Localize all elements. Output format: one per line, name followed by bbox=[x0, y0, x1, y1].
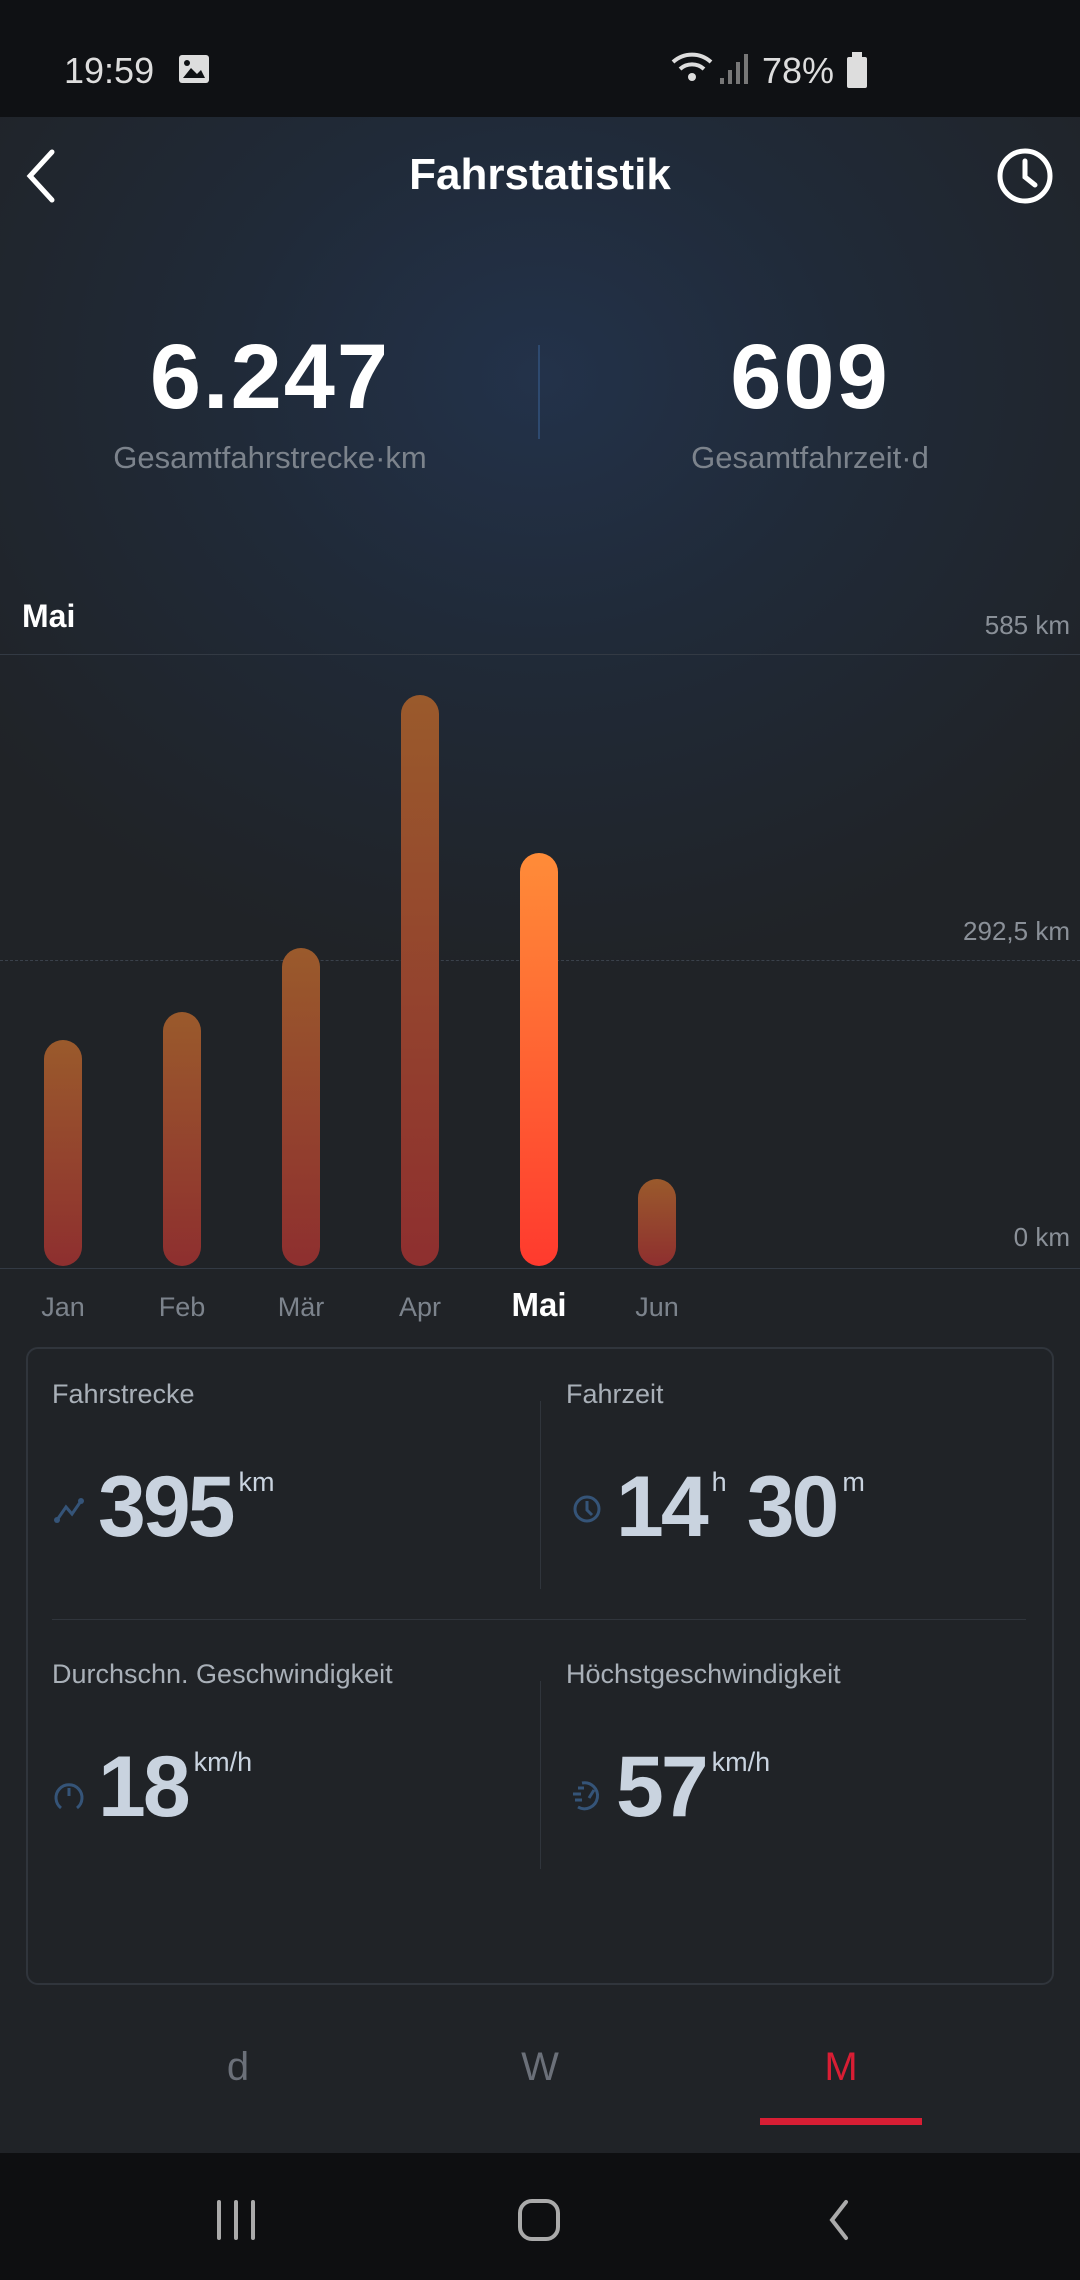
distance-label: Fahrstrecke bbox=[52, 1379, 195, 1409]
x-label-jan[interactable]: Jan bbox=[41, 1292, 85, 1322]
max-speed-value: 57 bbox=[616, 1739, 709, 1835]
max-speed-label: Höchstgeschwindigkeit bbox=[566, 1659, 841, 1689]
chart-title: Mai bbox=[22, 598, 76, 634]
x-label-jun[interactable]: Jun bbox=[635, 1292, 679, 1322]
fast-speedometer-icon bbox=[573, 1781, 600, 1811]
total-distance-value: 6.247 bbox=[149, 326, 391, 428]
system-nav-bar bbox=[0, 2153, 1080, 2280]
history-clock-button[interactable] bbox=[995, 146, 1055, 206]
signal-icon bbox=[720, 54, 748, 84]
bar-jun[interactable] bbox=[638, 1179, 676, 1266]
time-minutes-unit: m bbox=[842, 1467, 865, 1497]
avg-speed-row: 18 km/h bbox=[98, 1739, 266, 1835]
total-time-value: 609 bbox=[730, 326, 890, 428]
bar-feb[interactable] bbox=[163, 1011, 201, 1266]
trend-line-icon bbox=[54, 1498, 84, 1523]
recent-apps-button[interactable] bbox=[214, 2198, 258, 2242]
system-back-button[interactable] bbox=[824, 2198, 854, 2242]
y-tick-zero: 0 km bbox=[1013, 1222, 1070, 1252]
x-label-feb[interactable]: Feb bbox=[158, 1292, 206, 1322]
avg-speed-label: Durchschn. Geschwindigkeit bbox=[52, 1659, 393, 1689]
avg-speed-unit: km/h bbox=[193, 1747, 253, 1777]
bar-mai[interactable] bbox=[520, 852, 558, 1266]
distance-unit: km bbox=[238, 1467, 275, 1497]
total-time-label: Gesamtfahrzeit·d bbox=[691, 440, 929, 475]
distance-row: 395 km bbox=[98, 1459, 289, 1555]
x-label-mär[interactable]: Mär bbox=[277, 1292, 325, 1322]
time-hours: 14 bbox=[616, 1459, 709, 1555]
total-distance-label: Gesamtfahrstrecke·km bbox=[113, 440, 427, 475]
totals-divider bbox=[538, 345, 540, 439]
max-speed-unit: km/h bbox=[711, 1747, 771, 1777]
bar-jan[interactable] bbox=[44, 1040, 82, 1266]
status-bar: 19:59 78% bbox=[0, 0, 1080, 117]
y-tick-mid: 292,5 km bbox=[963, 916, 1070, 946]
home-button[interactable] bbox=[516, 2197, 562, 2243]
tab-week[interactable]: W bbox=[521, 2045, 559, 2089]
stats-card: Fahrstrecke 395 km Fahrzeit 14 h 30 m Du… bbox=[26, 1347, 1054, 1985]
time-minutes: 30 bbox=[746, 1459, 840, 1555]
x-label-mai[interactable]: Mai bbox=[511, 1286, 567, 1323]
tab-month-indicator bbox=[760, 2118, 922, 2125]
grid-line-max bbox=[0, 654, 1080, 655]
tab-month[interactable]: M bbox=[824, 2045, 858, 2089]
clock-icon bbox=[573, 1495, 601, 1523]
divider-v1 bbox=[540, 1401, 541, 1589]
chart-baseline bbox=[0, 1268, 1080, 1269]
x-label-apr[interactable]: Apr bbox=[398, 1292, 442, 1322]
time-row: 14 h 30 m bbox=[616, 1459, 879, 1555]
max-speed-row: 57 km/h bbox=[616, 1739, 784, 1835]
y-tick-max: 585 km bbox=[984, 610, 1070, 640]
bar-mär[interactable] bbox=[282, 947, 320, 1266]
divider-v2 bbox=[540, 1681, 541, 1869]
battery-icon bbox=[847, 52, 867, 88]
battery-percent: 78% bbox=[762, 50, 835, 91]
distance-value: 395 bbox=[98, 1459, 235, 1555]
time-hours-unit: h bbox=[711, 1467, 727, 1497]
divider-h bbox=[52, 1619, 1026, 1620]
time-label: Fahrzeit bbox=[566, 1379, 664, 1409]
page-title: Fahrstatistik bbox=[409, 150, 671, 199]
wifi-icon bbox=[671, 52, 713, 81]
speedometer-icon bbox=[54, 1783, 84, 1810]
bar-apr[interactable] bbox=[401, 694, 439, 1266]
avg-speed-value: 18 bbox=[98, 1739, 191, 1835]
image-icon bbox=[179, 55, 209, 83]
tab-day[interactable]: d bbox=[226, 2045, 250, 2089]
status-time: 19:59 bbox=[64, 50, 155, 91]
back-button[interactable] bbox=[20, 148, 60, 204]
